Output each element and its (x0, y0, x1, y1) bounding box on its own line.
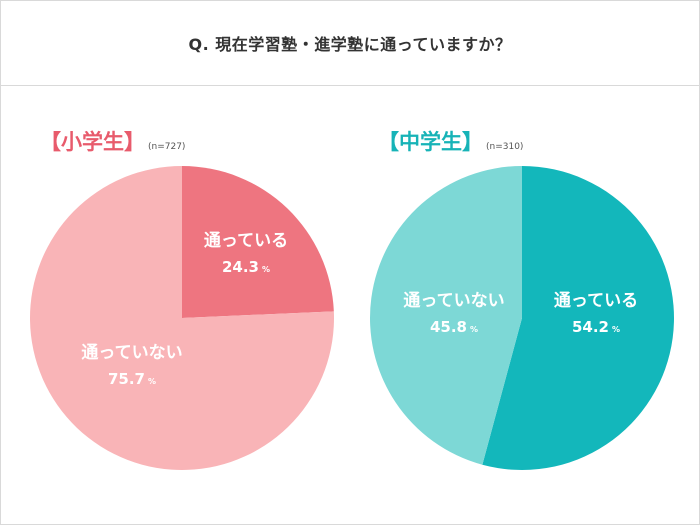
junior-attending-value: 54.2% (572, 318, 620, 336)
elementary-pie-chart: 通っている 24.3 % 通っていない 75.7% (29, 166, 334, 471)
junior-sample-size: (n=310) (486, 142, 524, 152)
junior-not-attending-value: 45.8% (430, 318, 478, 336)
junior-not-attending-label: 通っていない (403, 291, 504, 311)
elementary-not-attending-label: 通っていない (81, 343, 182, 363)
question-text: Q. 現在学習塾・進学塾に通っていますか？ (188, 35, 512, 54)
elementary-chart-title: 【小学生】 (40, 130, 145, 154)
junior-attending-label: 通っている (554, 291, 638, 311)
junior-chart-heading: 【中学生】 (n=310) (378, 126, 523, 156)
elementary-not-attending-value: 75.7% (108, 370, 156, 388)
junior-slice-not-attending (369, 166, 522, 465)
elementary-sample-size: (n=727) (148, 142, 186, 152)
junior-slice-attending (482, 166, 674, 470)
elementary-slice-not-attending (29, 166, 334, 471)
junior-chart-title: 【中学生】 (378, 130, 483, 154)
elementary-attending-value: 24.3% (222, 258, 270, 276)
elementary-slice-attending (182, 166, 334, 318)
junior-pie-chart: 通っている 54.2 % 通っていない 45.8% (369, 166, 674, 470)
question-header: Q. 現在学習塾・進学塾に通っていますか？ (1, 1, 699, 86)
elementary-attending-label: 通っている (204, 231, 288, 251)
elementary-chart-heading: 【小学生】 (n=727) (40, 126, 185, 156)
